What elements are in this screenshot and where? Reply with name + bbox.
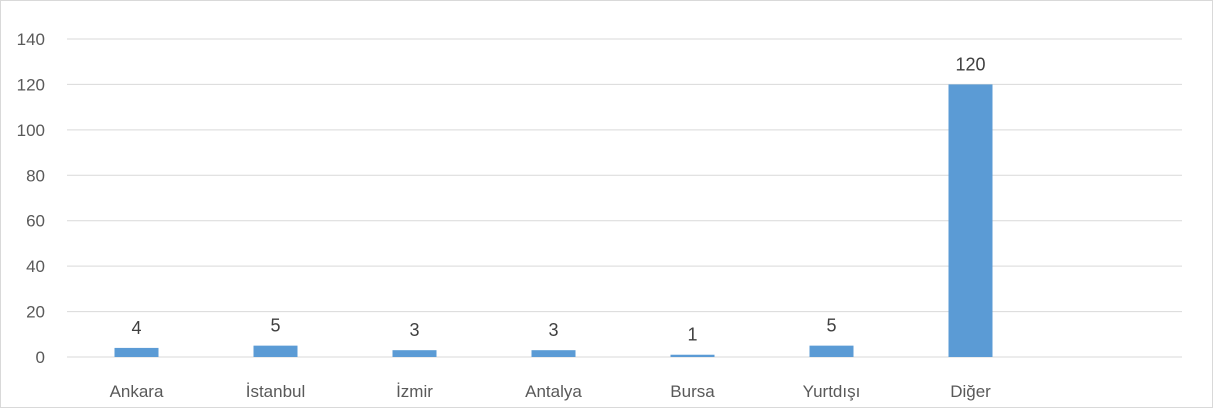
data-labels: 4 5 3 3 1 5 120 <box>131 54 985 344</box>
bar-7 <box>948 84 993 357</box>
data-label: 5 <box>826 316 836 336</box>
y-tick-label: 20 <box>26 303 45 322</box>
data-label: 3 <box>548 320 558 340</box>
x-tick-label: İstanbul <box>246 382 306 401</box>
data-label: 3 <box>409 320 419 340</box>
y-tick-label: 120 <box>17 75 45 94</box>
bar-1 <box>114 347 159 357</box>
y-tick-label: 80 <box>26 166 45 185</box>
bar-3 <box>392 350 437 357</box>
x-tick-label: Antalya <box>525 382 582 401</box>
y-tick-label: 60 <box>26 212 45 231</box>
data-label: 4 <box>131 318 141 338</box>
bar-6 <box>809 345 854 357</box>
y-tick-label: 140 <box>17 30 45 49</box>
x-tick-label: Diğer <box>950 382 991 401</box>
y-tick-label: 40 <box>26 257 45 276</box>
bar-4 <box>531 350 576 357</box>
y-tick-label: 100 <box>17 121 45 140</box>
x-tick-label: Ankara <box>110 382 164 401</box>
y-tick-label: 0 <box>36 348 45 367</box>
bars <box>114 84 993 357</box>
data-label: 1 <box>687 325 697 345</box>
bar-5 <box>670 354 715 357</box>
bar-2 <box>253 345 298 357</box>
x-axis-ticks: Ankara İstanbul İzmir Antalya Bursa Yurtdışı D… <box>110 382 992 401</box>
data-label: 120 <box>955 54 985 74</box>
x-tick-label: İzmir <box>396 382 433 401</box>
x-tick-label: Bursa <box>670 382 715 401</box>
gridlines <box>67 38 1182 358</box>
y-axis-ticks: 0 20 40 60 80 100 120 140 <box>17 30 45 367</box>
data-label: 5 <box>270 316 280 336</box>
x-tick-label: Yurtdışı <box>803 382 861 401</box>
